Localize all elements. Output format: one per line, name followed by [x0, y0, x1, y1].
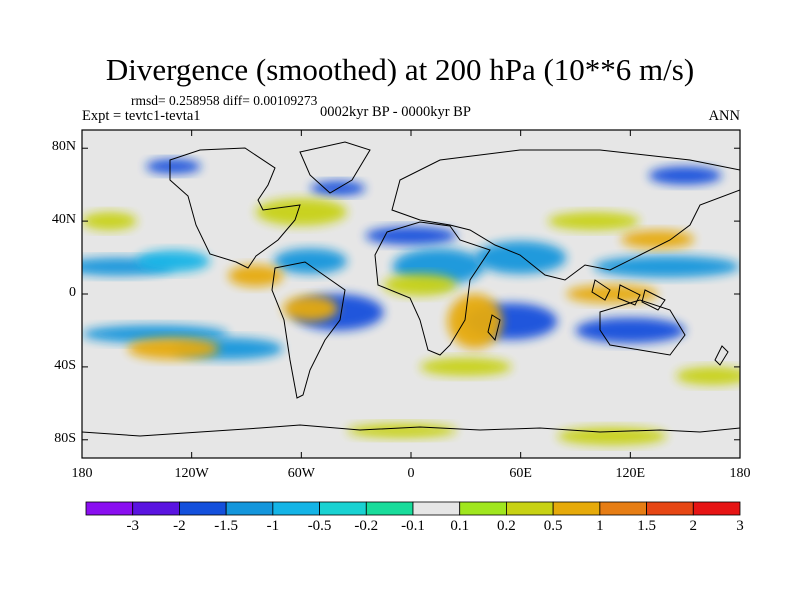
x-tick-label: 120E [615, 466, 646, 481]
x-tick-label: 60E [509, 466, 532, 481]
x-tick-label: 120W [174, 466, 209, 481]
colorbar-swatch [225, 501, 274, 516]
divergence-region-28 [676, 366, 740, 386]
colorbar-swatch [692, 501, 741, 516]
colorbar-label: -2 [173, 518, 186, 534]
y-tick-label: 40S [54, 357, 76, 373]
divergence-region-23 [548, 212, 640, 231]
colorbar-label: 0.2 [497, 518, 516, 534]
divergence-region-22 [420, 357, 512, 376]
divergence-region-25 [621, 230, 695, 249]
experiment-label: Expt = tevtc1-tevta1 [82, 108, 201, 124]
colorbar-label: -0.2 [354, 518, 379, 534]
colorbar-swatch [412, 501, 461, 516]
colorbar-label: 2 [689, 518, 698, 534]
colorbar-swatch [319, 501, 367, 516]
divergence-region-6 [365, 226, 457, 245]
chart-title: Divergence (smoothed) at 200 hPa (10**6 … [105, 52, 695, 87]
divergence-region-11 [575, 317, 686, 344]
divergence-region-8 [474, 241, 567, 274]
colorbar-label: -3 [126, 518, 139, 534]
y-tick-label: 0 [69, 285, 76, 300]
colorbar-swatch [85, 501, 134, 516]
colorbar-label: -0.1 [401, 518, 425, 534]
divergence-region-19 [283, 295, 338, 322]
divergence-region-20 [383, 273, 457, 296]
colorbar-swatch [365, 501, 414, 516]
divergence-region-10 [593, 255, 740, 278]
colorbar-label: 1.5 [637, 518, 656, 534]
colorbar-swatch [272, 501, 320, 516]
colorbar-label: 0.5 [543, 518, 563, 534]
colorbar-label: -0.5 [307, 518, 332, 534]
colorbar-label: 1 [596, 518, 604, 534]
divergence-region-24 [566, 284, 658, 304]
colorbar-label: 3 [736, 518, 744, 534]
colorbar-swatch [179, 501, 227, 516]
y-tick-label: 80N [51, 139, 76, 155]
x-tick-label: 180 [729, 466, 751, 481]
divergence-region-1 [136, 250, 210, 273]
colorbar-label: 0.1 [450, 518, 470, 534]
season-label: ANN [708, 108, 740, 124]
divergence-region-14 [145, 159, 201, 174]
colorbar-label: -1 [266, 518, 280, 534]
divergence-region-26 [347, 423, 457, 438]
colorbar-swatch [132, 501, 180, 516]
x-tick-label: 0 [407, 466, 415, 481]
colorbar-swatch [459, 501, 507, 516]
x-tick-label: 60W [287, 466, 315, 481]
divergence-region-17 [228, 264, 284, 287]
divergence-region-18 [255, 198, 348, 226]
divergence-region-16 [127, 337, 220, 360]
colorbar-swatch [646, 501, 694, 516]
y-tick-label: 80S [54, 430, 76, 446]
divergence-region-12 [648, 166, 722, 185]
divergence-region-27 [557, 427, 667, 446]
colorbar [85, 501, 741, 516]
colorbar-swatch [506, 501, 554, 516]
divergence-region-4 [273, 248, 348, 274]
rmsd-diff-stats: rmsd= 0.258958 diff= 0.00109273 [131, 93, 318, 108]
divergence-region-15 [82, 212, 137, 231]
colorbar-swatch [552, 501, 601, 516]
y-tick-label: 40N [51, 212, 76, 228]
colorbar-swatch [599, 501, 647, 516]
coastlines [82, 141, 740, 437]
period-label: 0002kyr BP - 0000kyr BP [320, 104, 471, 120]
divergence-region-2 [82, 324, 229, 344]
divergence-region-21 [447, 294, 503, 349]
x-tick-label: 180 [71, 466, 93, 481]
colorbar-label: -1.5 [214, 518, 239, 534]
